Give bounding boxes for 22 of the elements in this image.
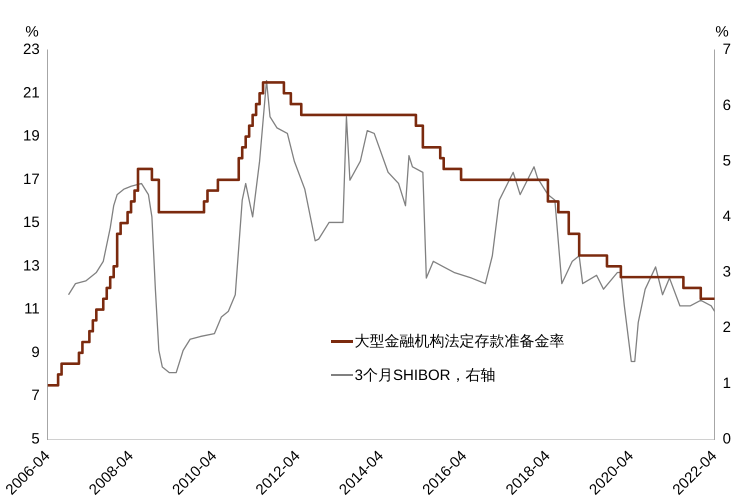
- y2-tick-label: 0: [722, 430, 731, 448]
- y2-tick-label: 6: [722, 96, 731, 114]
- y-tick-label: 23: [22, 41, 40, 58]
- y2-axis-title: %: [715, 24, 729, 41]
- legend-label: 大型金融机构法定存款准备金率: [354, 332, 565, 351]
- y2-tick-label: 2: [722, 319, 731, 336]
- y2-tick-label: 4: [722, 208, 731, 226]
- y-tick-label: 13: [22, 257, 40, 274]
- y2-tick-label: 1: [722, 374, 731, 392]
- y-tick-label: 11: [24, 300, 40, 318]
- legend-label: 3个月SHIBOR，右轴: [354, 366, 496, 385]
- y2-tick-label: 7: [722, 41, 731, 58]
- y2-tick-label: 5: [722, 152, 731, 170]
- y-tick-label: 21: [22, 84, 40, 102]
- y-tick-label: 9: [31, 344, 40, 361]
- y-tick-label: 15: [22, 214, 40, 232]
- y-axis-title: %: [25, 24, 39, 41]
- y-tick-label: 5: [31, 430, 40, 448]
- y-tick-label: 17: [22, 170, 40, 188]
- y-tick-label: 7: [31, 387, 40, 404]
- y-tick-label: 19: [22, 128, 40, 145]
- y2-tick-label: 3: [722, 264, 731, 281]
